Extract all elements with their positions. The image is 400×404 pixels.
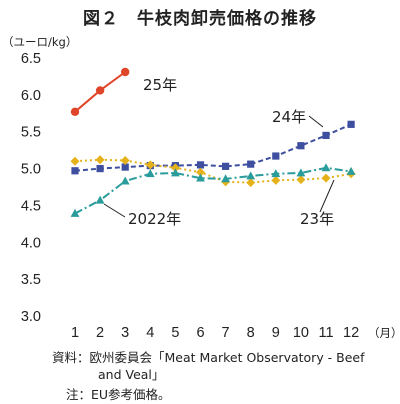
data-point bbox=[221, 174, 230, 183]
data-point bbox=[171, 168, 180, 177]
data-point bbox=[95, 155, 105, 165]
x-tick-label: 10 bbox=[293, 325, 309, 341]
data-point bbox=[347, 120, 355, 128]
data-point bbox=[246, 178, 256, 188]
chart-title: 図２ 牛枝肉卸売価格の推移 bbox=[83, 9, 317, 29]
x-tick-label: 5 bbox=[171, 325, 179, 341]
x-tick-label: 12 bbox=[343, 325, 359, 341]
data-point bbox=[272, 152, 280, 160]
data-point bbox=[222, 162, 230, 170]
data-point bbox=[170, 163, 180, 173]
y-tick-label: 6.0 bbox=[21, 88, 41, 104]
source-note-line2: and Veal」 bbox=[98, 367, 165, 382]
x-tick-label: 3 bbox=[121, 325, 129, 341]
x-tick-label: 6 bbox=[196, 325, 204, 341]
data-point bbox=[121, 163, 129, 171]
source-note-line1: 資料：欧州委員会「Meat Market Observatory - Beef bbox=[52, 350, 365, 365]
x-tick-label: 2 bbox=[96, 325, 104, 341]
data-point bbox=[70, 208, 80, 217]
data-point bbox=[271, 175, 281, 185]
data-point bbox=[196, 161, 205, 169]
data-point bbox=[246, 171, 256, 180]
y-tick-label: 5.0 bbox=[21, 162, 41, 178]
y-axis-unit-label: （ユーロ/kg） bbox=[2, 35, 77, 49]
data-point bbox=[296, 168, 306, 177]
data-point bbox=[121, 67, 130, 77]
y-tick-label: 4.0 bbox=[21, 235, 41, 251]
data-point bbox=[95, 86, 105, 95]
data-point bbox=[95, 195, 105, 204]
series-label-leader bbox=[308, 115, 324, 128]
series-label: 2022年 bbox=[128, 210, 181, 228]
x-tick-label: 9 bbox=[272, 325, 280, 341]
series-line-24年 bbox=[74, 123, 352, 172]
data-point bbox=[120, 176, 130, 185]
x-tick-label: 7 bbox=[222, 325, 230, 341]
data-point bbox=[70, 107, 80, 117]
data-point bbox=[296, 175, 306, 185]
data-point bbox=[145, 169, 155, 178]
series-label: 25年 bbox=[143, 76, 177, 94]
data-point bbox=[271, 169, 281, 178]
y-tick-label: 5.5 bbox=[21, 125, 41, 141]
series-label-leader bbox=[103, 203, 126, 218]
data-point bbox=[321, 173, 331, 183]
data-point bbox=[70, 156, 80, 166]
data-point bbox=[145, 160, 155, 170]
data-point bbox=[96, 164, 104, 173]
x-tick-label: 1 bbox=[71, 325, 79, 341]
y-tick-label: 6.5 bbox=[21, 51, 41, 67]
x-tick-label: 8 bbox=[247, 325, 255, 341]
series-label-leader bbox=[319, 179, 335, 213]
data-point bbox=[196, 167, 205, 177]
series-label: 23年 bbox=[300, 210, 334, 228]
x-tick-label: 4 bbox=[146, 325, 154, 341]
data-point bbox=[346, 166, 356, 175]
data-point bbox=[321, 163, 331, 172]
y-tick-label: 3.0 bbox=[21, 309, 41, 325]
data-point bbox=[120, 155, 130, 165]
data-point bbox=[196, 173, 205, 182]
data-point bbox=[247, 160, 255, 168]
data-point bbox=[71, 167, 79, 175]
x-tick-label: 11 bbox=[318, 325, 333, 341]
series-label: 24年 bbox=[272, 108, 306, 126]
y-tick-label: 4.5 bbox=[21, 198, 41, 214]
series-line-2022年 bbox=[74, 166, 352, 215]
footnote: 注：EU参考価格。 bbox=[66, 387, 171, 402]
data-point bbox=[297, 142, 305, 150]
y-tick-label: 3.5 bbox=[21, 272, 41, 288]
x-axis-unit-label: （月） bbox=[368, 326, 400, 340]
data-point bbox=[322, 131, 330, 139]
